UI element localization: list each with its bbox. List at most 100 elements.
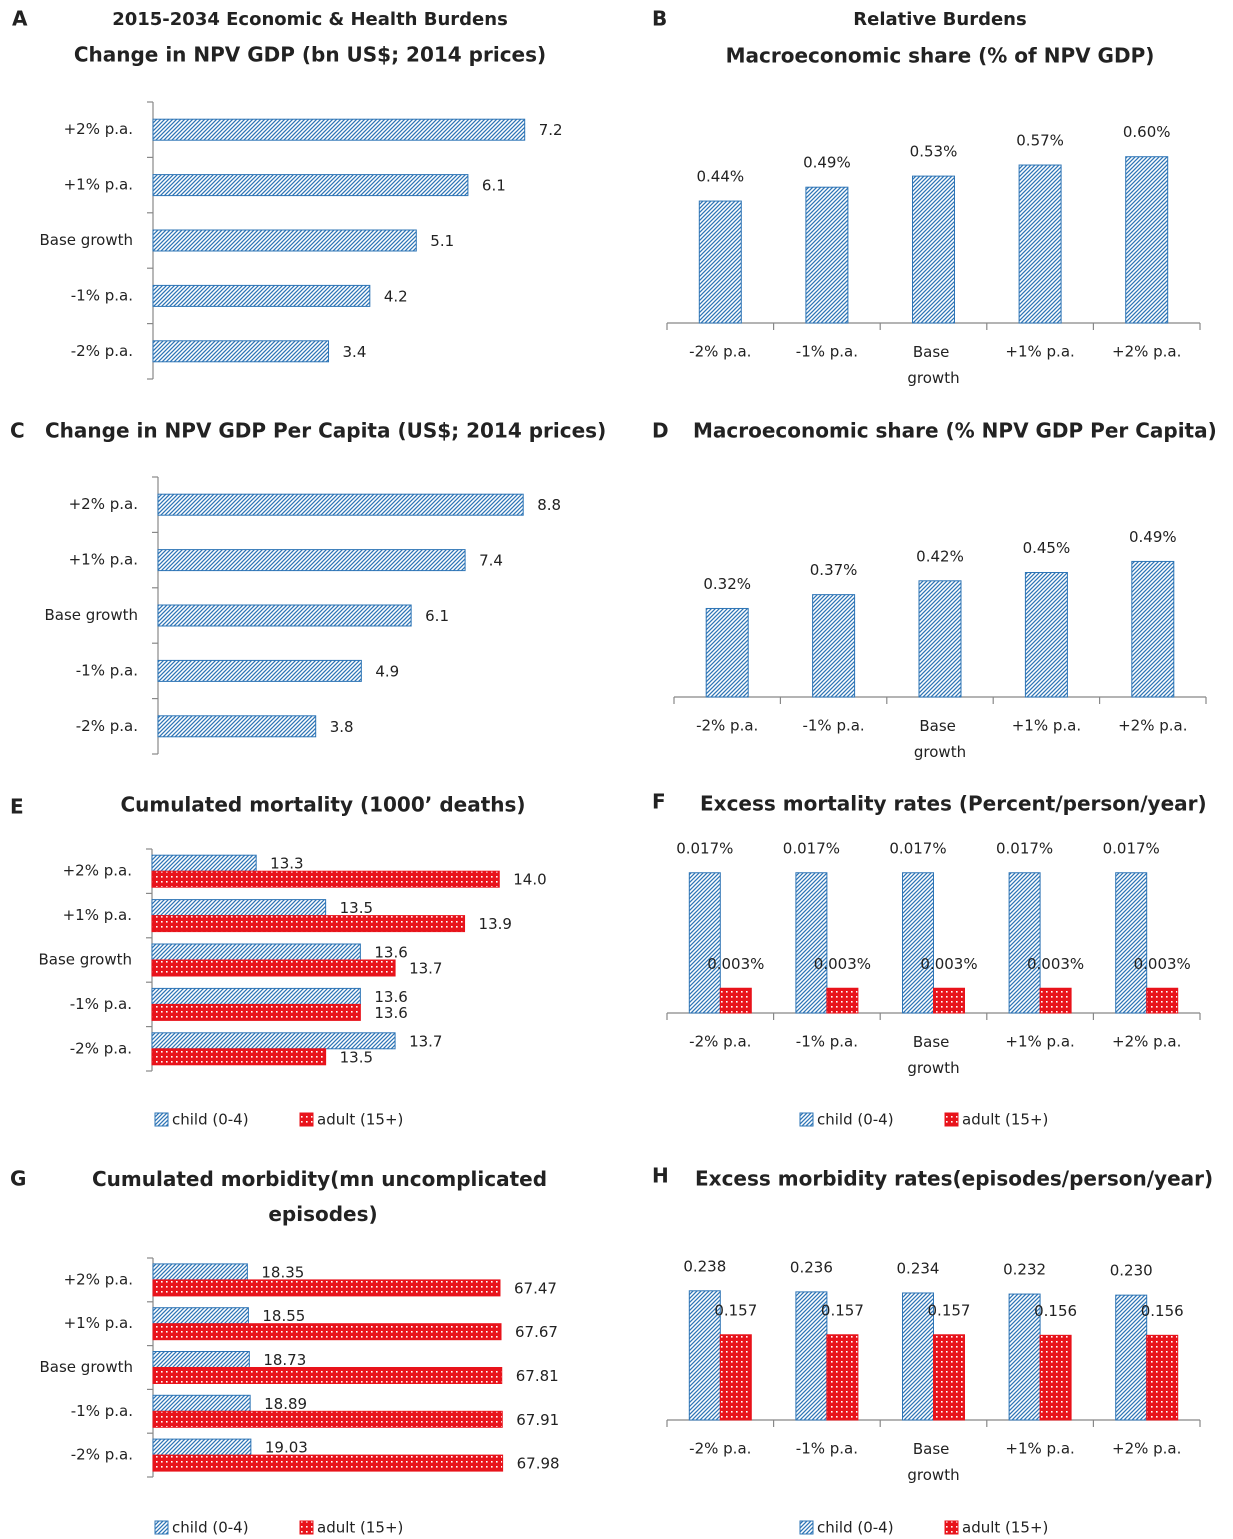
chart-title: Change in NPV GDP Per Capita (US$; 2014 … — [45, 419, 606, 443]
value-label: 0.49% — [803, 154, 851, 172]
bar — [1008, 872, 1041, 1014]
y-tick-label: Base growth — [40, 1358, 134, 1376]
legend-swatch — [154, 1112, 169, 1127]
legend-swatch — [944, 1112, 959, 1127]
y-tick-label: Base growth — [40, 231, 134, 249]
chart-title: Cumulated morbidity(mn uncomplicated epi… — [92, 1167, 554, 1226]
bar — [719, 1334, 752, 1421]
value-label: 7.2 — [539, 121, 563, 139]
bar — [152, 1438, 252, 1456]
value-label: 8.8 — [537, 496, 561, 514]
bar — [152, 340, 330, 363]
y-tick-label: +1% p.a. — [64, 176, 133, 194]
y-tick-label: +1% p.a. — [64, 1314, 133, 1332]
bar — [151, 854, 257, 872]
chart-title: Cumulated mortality (1000’ deaths) — [120, 793, 525, 817]
value-label: 0.017% — [783, 839, 840, 857]
x-tick-label: -2% p.a. — [689, 343, 751, 361]
x-tick-label: -2% p.a. — [689, 1033, 751, 1051]
y-tick-label: -2% p.a. — [71, 1446, 133, 1464]
bar — [151, 959, 396, 977]
value-label: 0.53% — [910, 143, 958, 161]
bar — [812, 594, 856, 698]
y-tick-label: -1% p.a. — [71, 286, 133, 304]
value-label: 13.6 — [374, 1004, 407, 1022]
value-label: 13.7 — [409, 960, 442, 978]
x-tick-label: +1% p.a. — [1012, 717, 1081, 735]
value-label: 18.89 — [264, 1395, 307, 1413]
bar — [918, 580, 962, 698]
value-label: 0.017% — [1103, 839, 1160, 857]
value-label: 0.230 — [1110, 1262, 1153, 1280]
value-label: 67.98 — [517, 1455, 560, 1473]
value-label: 67.91 — [516, 1411, 559, 1429]
value-label: 4.9 — [375, 662, 399, 680]
legend-label: child (0-4) — [817, 1111, 894, 1129]
bar — [157, 604, 412, 627]
panel-letter: A — [12, 7, 28, 31]
bar — [1024, 572, 1068, 698]
bar — [805, 186, 849, 324]
bar — [151, 943, 361, 961]
value-label: 0.234 — [897, 1259, 940, 1277]
y-tick-label: -2% p.a. — [71, 342, 133, 360]
panel-header: 2015-2034 Economic & Health Burdens — [112, 9, 508, 30]
value-label: 19.03 — [265, 1439, 308, 1457]
value-label: 0.236 — [790, 1258, 833, 1276]
bar — [795, 872, 828, 1014]
y-tick-label: -2% p.a. — [70, 1039, 132, 1057]
bar — [151, 987, 361, 1005]
x-tick-label: -1% p.a. — [796, 343, 858, 361]
x-tick-label: +2% p.a. — [1118, 717, 1187, 735]
x-tick-label: +1% p.a. — [1005, 343, 1074, 361]
bar — [152, 1454, 504, 1472]
legend-label: child (0-4) — [817, 1519, 894, 1537]
bar — [1018, 164, 1062, 324]
panel-letter: B — [652, 7, 667, 31]
legend-swatch — [299, 1112, 314, 1127]
bar — [157, 549, 466, 572]
panel-letter: F — [652, 790, 666, 814]
value-label: 67.67 — [515, 1323, 558, 1341]
bar — [152, 1351, 250, 1368]
legend-label: adult (15+) — [962, 1519, 1048, 1537]
bar — [152, 1410, 503, 1428]
value-label: 18.35 — [261, 1263, 304, 1281]
y-tick-label: -2% p.a. — [76, 717, 138, 735]
value-label: 3.4 — [343, 343, 367, 361]
value-label: 0.44% — [696, 168, 744, 186]
value-label: 0.156 — [1141, 1302, 1184, 1320]
legend-label: adult (15+) — [317, 1519, 403, 1537]
bar — [826, 987, 859, 1014]
value-label: 13.3 — [270, 855, 303, 873]
x-tick-label: -2% p.a. — [689, 1440, 751, 1458]
y-tick-label: +1% p.a. — [63, 906, 132, 924]
bar — [157, 715, 317, 738]
panel-letter: C — [10, 419, 25, 443]
value-label: 0.003% — [707, 955, 764, 973]
bar — [151, 870, 500, 888]
y-tick-label: Base growth — [45, 606, 139, 624]
value-label: 13.6 — [374, 944, 407, 962]
bar — [1039, 1334, 1072, 1421]
chart-title: Excess mortality rates (Percent/person/y… — [700, 792, 1207, 816]
bar — [1115, 872, 1148, 1014]
bar — [152, 1323, 502, 1341]
bar — [151, 1003, 361, 1021]
value-label: 67.81 — [516, 1367, 559, 1385]
value-label: 18.55 — [262, 1307, 305, 1325]
value-label: 0.017% — [676, 839, 733, 857]
value-label: 14.0 — [513, 871, 546, 889]
bar — [152, 118, 526, 141]
value-label: 0.32% — [703, 575, 751, 593]
bar — [1131, 560, 1175, 698]
value-label: 18.73 — [263, 1351, 306, 1369]
value-label: 0.017% — [889, 839, 946, 857]
x-tick-label: -1% p.a. — [796, 1440, 858, 1458]
x-tick-label: Base growth — [907, 1440, 959, 1484]
bar — [719, 987, 752, 1014]
panel-letter: D — [652, 419, 669, 443]
x-tick-label: +2% p.a. — [1112, 343, 1181, 361]
chart-title: Excess morbidity rates(episodes/person/y… — [695, 1167, 1213, 1191]
y-tick-label: -1% p.a. — [71, 1402, 133, 1420]
